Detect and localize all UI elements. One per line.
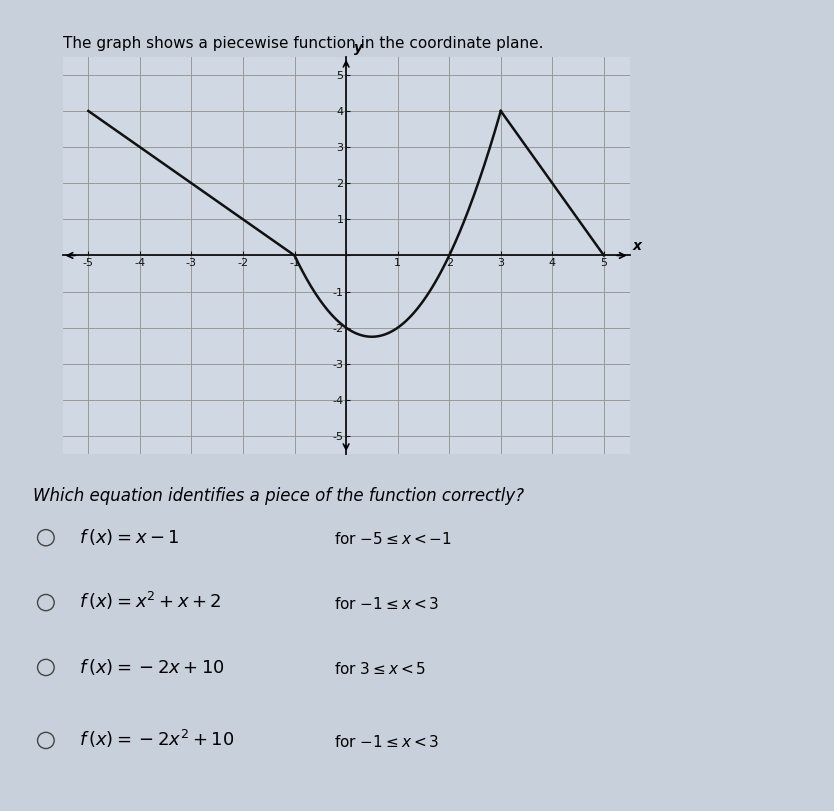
Text: x: x xyxy=(632,239,641,253)
Text: The graph shows a piecewise function in the coordinate plane.: The graph shows a piecewise function in … xyxy=(63,36,543,51)
Text: for $-1 \leq x < 3$: for $-1 \leq x < 3$ xyxy=(334,734,439,750)
Text: $f\,(x) = -2x + 10$: $f\,(x) = -2x + 10$ xyxy=(79,657,225,677)
Text: $f\,(x) = x - 1$: $f\,(x) = x - 1$ xyxy=(79,527,180,547)
Text: $f\,(x) = -2x^2 + 10$: $f\,(x) = -2x^2 + 10$ xyxy=(79,728,234,750)
Text: for $-1 \leq x < 3$: for $-1 \leq x < 3$ xyxy=(334,596,439,612)
Text: y: y xyxy=(354,41,363,55)
Text: $f\,(x) = x^2 + x + 2$: $f\,(x) = x^2 + x + 2$ xyxy=(79,590,222,612)
Text: for $-5 \leq x < -1$: for $-5 \leq x < -1$ xyxy=(334,531,451,547)
Text: for $3 \leq x < 5$: for $3 \leq x < 5$ xyxy=(334,661,426,677)
Text: Which equation identifies a piece of the function correctly?: Which equation identifies a piece of the… xyxy=(33,487,525,504)
